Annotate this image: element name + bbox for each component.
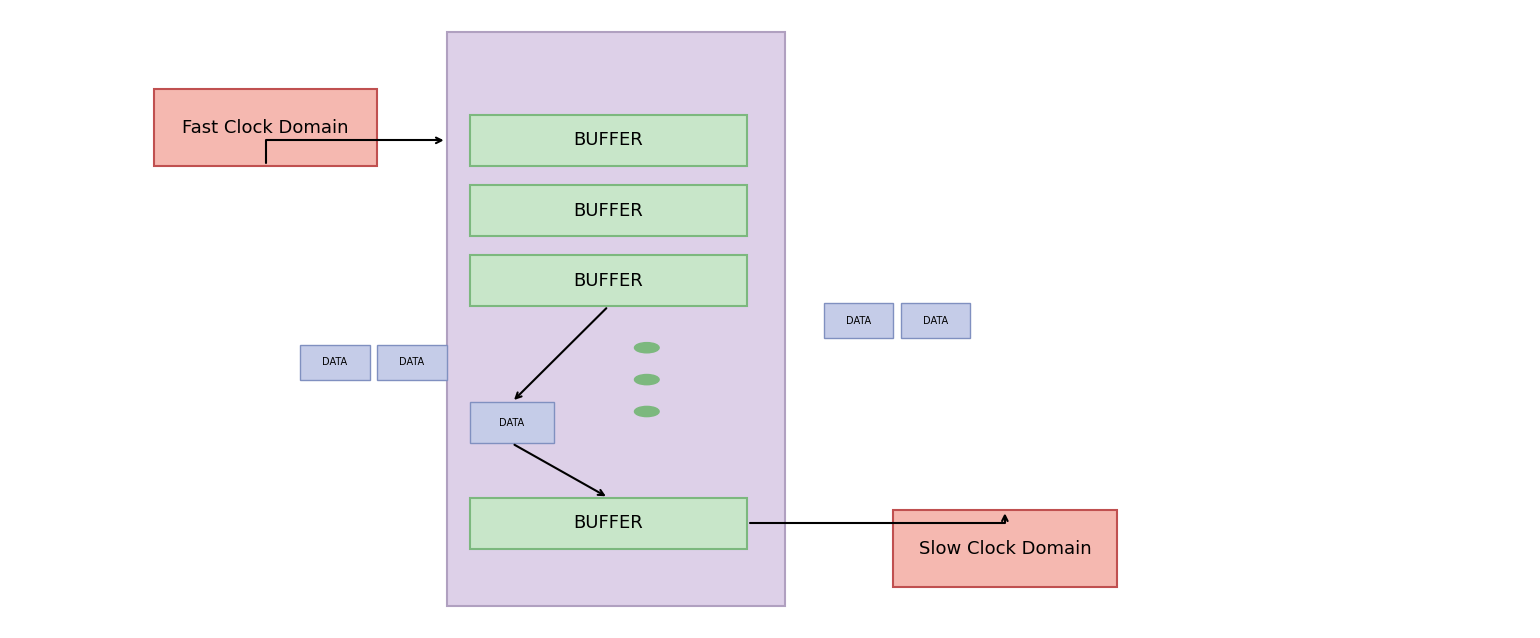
FancyBboxPatch shape: [470, 498, 747, 549]
FancyBboxPatch shape: [154, 89, 377, 166]
Text: Fast Clock Domain: Fast Clock Domain: [182, 119, 350, 137]
Text: DATA: DATA: [322, 357, 348, 367]
Text: BUFFER: BUFFER: [573, 514, 644, 532]
Text: BUFFER: BUFFER: [573, 272, 644, 290]
FancyBboxPatch shape: [470, 255, 747, 306]
Text: BUFFER: BUFFER: [573, 131, 644, 149]
Text: DATA: DATA: [845, 316, 872, 325]
FancyBboxPatch shape: [470, 185, 747, 236]
FancyBboxPatch shape: [300, 345, 370, 380]
FancyBboxPatch shape: [447, 32, 785, 606]
FancyBboxPatch shape: [377, 345, 447, 380]
Text: DATA: DATA: [399, 357, 425, 367]
Circle shape: [634, 406, 659, 417]
Text: BUFFER: BUFFER: [573, 202, 644, 219]
FancyBboxPatch shape: [893, 510, 1116, 587]
Text: DATA: DATA: [499, 418, 525, 427]
FancyBboxPatch shape: [470, 402, 554, 443]
FancyBboxPatch shape: [901, 303, 970, 338]
Circle shape: [634, 375, 659, 385]
Text: DATA: DATA: [922, 316, 949, 325]
Text: Slow Clock Domain: Slow Clock Domain: [918, 540, 1092, 558]
Circle shape: [634, 343, 659, 353]
FancyBboxPatch shape: [824, 303, 893, 338]
FancyBboxPatch shape: [470, 115, 747, 166]
